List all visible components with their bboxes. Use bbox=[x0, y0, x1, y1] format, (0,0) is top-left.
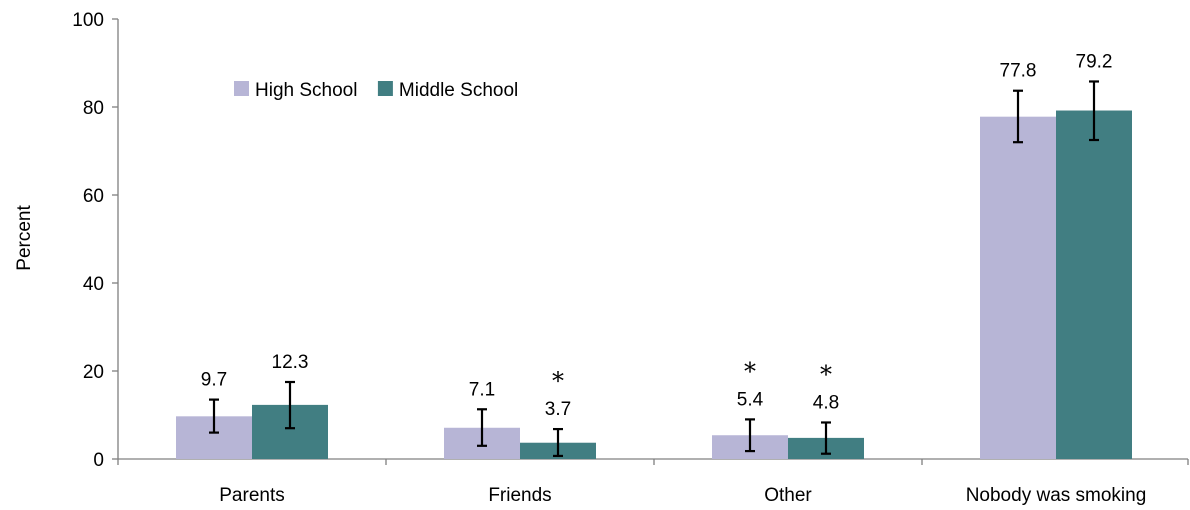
y-tick-label: 100 bbox=[72, 10, 104, 31]
x-tick-label: Parents bbox=[219, 485, 284, 506]
data-label: 12.3 bbox=[272, 352, 309, 373]
error-bars bbox=[209, 80, 1099, 458]
y-tick-label: 60 bbox=[83, 186, 104, 207]
legend-entry: High School bbox=[255, 80, 357, 101]
y-tick-label: 0 bbox=[93, 450, 104, 471]
flag-marker: * bbox=[820, 360, 832, 388]
bar bbox=[1056, 110, 1132, 460]
y-axis-title: Percent bbox=[14, 205, 35, 271]
data-label: 4.8 bbox=[813, 392, 839, 413]
legend-swatch bbox=[377, 81, 393, 96]
data-label: 79.2 bbox=[1076, 51, 1113, 72]
data-label: 3.7 bbox=[545, 399, 571, 420]
data-label: 7.1 bbox=[469, 379, 495, 400]
x-tick-label: Nobody was smoking bbox=[966, 485, 1147, 506]
bar bbox=[980, 116, 1056, 460]
data-label: 5.4 bbox=[737, 389, 764, 410]
x-tick-label: Other bbox=[764, 485, 812, 506]
y-tick-label: 40 bbox=[83, 274, 104, 295]
x-tick-label: Friends bbox=[488, 485, 551, 506]
flag-marker: * bbox=[744, 357, 756, 385]
legend-entry: Middle School bbox=[399, 80, 518, 101]
data-label: 9.7 bbox=[201, 370, 227, 391]
data-labels: 9.7 12.3 7.1 3.7 * 5.4 * 4.8 * 77.8 79.2 bbox=[201, 51, 1113, 420]
y-tick-label: 20 bbox=[83, 362, 104, 383]
data-label: 77.8 bbox=[1000, 61, 1037, 82]
y-tick-label: 80 bbox=[83, 98, 104, 119]
legend-swatch bbox=[234, 81, 249, 96]
bars bbox=[176, 110, 1132, 460]
flag-marker: * bbox=[552, 367, 564, 395]
legend: High School Middle School bbox=[234, 80, 518, 101]
